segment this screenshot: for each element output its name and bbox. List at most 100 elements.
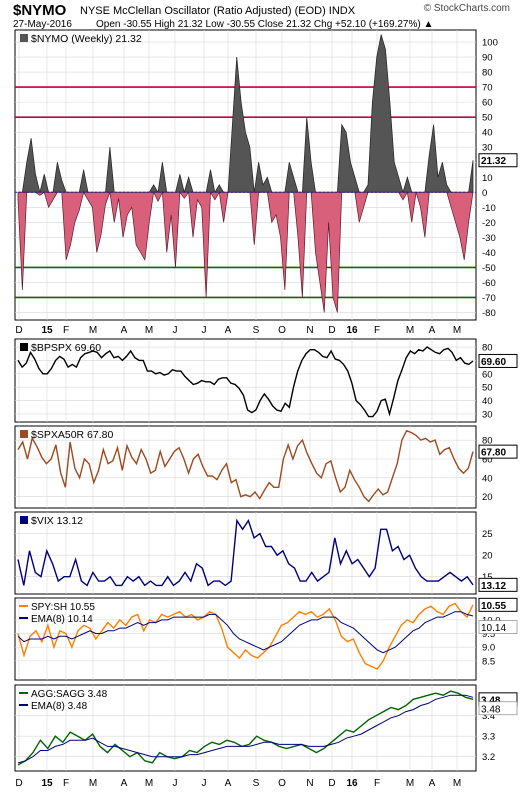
x-tick-label: M	[145, 325, 153, 336]
y-tick-label: 60	[482, 454, 493, 465]
x-tick-label: O	[278, 325, 286, 336]
y-tick-label: 20	[482, 551, 493, 562]
y-tick-label: 9.0	[482, 643, 495, 654]
x-tick-label: O	[278, 778, 286, 789]
x-tick-label: M	[406, 778, 414, 789]
x-tick-label: J	[173, 778, 178, 789]
y-tick-label: 30	[482, 409, 493, 420]
x-tick-label: D	[15, 778, 22, 789]
x-tick-label: 15	[41, 778, 53, 789]
quote-summary: Open -30.55 High 21.32 Low -30.55 Close …	[96, 19, 434, 30]
last-value-label: 21.32	[481, 156, 506, 167]
quote-date: 27-May-2016	[13, 19, 72, 30]
last-value-box	[478, 701, 518, 716]
legend-label: SPY:SH 10.55	[31, 602, 95, 613]
y-tick-label: 3.4	[482, 711, 495, 722]
y-tick-label: 25	[482, 529, 493, 540]
series-line	[17, 690, 474, 766]
y-tick-label: 40	[482, 396, 493, 407]
legend-label: EMA(8) 10.14	[31, 614, 93, 625]
x-tick-label: M	[406, 325, 414, 336]
x-tick-label: N	[306, 325, 313, 336]
x-tick-label: A	[121, 325, 128, 336]
y-tick-label: 40	[482, 128, 493, 139]
y-tick-label: -50	[482, 263, 496, 274]
x-tick-label: A	[429, 778, 436, 789]
y-tick-label: 70	[482, 83, 493, 94]
x-tick-label: F	[374, 325, 380, 336]
x-tick-label: A	[121, 778, 128, 789]
last-value-label: 67.80	[481, 448, 506, 459]
y-tick-label: 80	[482, 343, 493, 354]
x-tick-label: M	[89, 325, 97, 336]
legend-label: $VIX 13.12	[31, 515, 83, 527]
legend-swatch	[20, 343, 28, 351]
panel-frame	[14, 597, 477, 681]
x-tick-label: D	[328, 778, 335, 789]
y-tick-label: 60	[482, 369, 493, 380]
x-tick-label: F	[374, 778, 380, 789]
x-tick-label: M	[453, 778, 461, 789]
y-tick-label: 9.5	[482, 629, 495, 640]
legend-label: AGG:SAGG 3.48	[31, 689, 108, 700]
x-tick-label: 15	[41, 325, 53, 336]
x-tick-label: M	[89, 778, 97, 789]
oscillator-negative-area	[17, 190, 474, 313]
x-tick-label: J	[173, 325, 178, 336]
stockcharts-logo: © StockCharts.com	[423, 3, 510, 14]
x-tick-label: A	[429, 325, 436, 336]
panel-frame	[14, 338, 477, 423]
y-tick-label: 60	[482, 98, 493, 109]
y-tick-label: -60	[482, 278, 496, 289]
y-tick-label: 3.3	[482, 732, 495, 743]
last-value-box	[478, 597, 518, 612]
y-tick-label: -10	[482, 203, 496, 214]
chart-header: $NYMO NYSE McClellan Oscillator (Ratio A…	[0, 0, 520, 36]
x-tick-label: D	[15, 325, 22, 336]
last-value-label: 13.12	[481, 581, 506, 592]
last-value-box	[478, 353, 518, 368]
x-tick-label: 16	[346, 778, 358, 789]
y-tick-label: 30	[482, 143, 493, 154]
symbol-description: NYSE McClellan Oscillator (Ratio Adjuste…	[80, 5, 356, 17]
x-tick-label: M	[453, 325, 461, 336]
y-tick-label: 80	[482, 436, 493, 447]
legend-label: $SPXA50R 67.80	[31, 429, 113, 441]
y-tick-label: 15	[482, 572, 493, 583]
x-tick-label: D	[328, 325, 335, 336]
last-value-box	[478, 153, 518, 168]
y-tick-label: -40	[482, 248, 496, 259]
x-tick-label: A	[225, 778, 232, 789]
last-value-box	[478, 444, 518, 459]
x-tick-label: A	[225, 325, 232, 336]
series-line	[17, 518, 474, 587]
legend-swatch	[20, 430, 28, 438]
y-tick-label: 3.2	[482, 752, 495, 763]
legend-swatch	[20, 516, 28, 524]
legend-swatch	[20, 34, 28, 42]
y-tick-label: 100	[482, 38, 498, 49]
symbol-title: $NYMO	[13, 2, 67, 19]
series-line	[17, 611, 474, 654]
y-tick-label: 8.5	[482, 656, 495, 667]
x-tick-label: J	[202, 778, 207, 789]
y-tick-label: -70	[482, 293, 496, 304]
y-tick-label: -80	[482, 308, 496, 319]
y-tick-label: -30	[482, 233, 496, 244]
x-tick-label: N	[306, 778, 313, 789]
y-tick-label: 20	[482, 492, 493, 503]
series-line	[17, 694, 474, 764]
y-tick-label: 40	[482, 473, 493, 484]
last-value-box	[478, 577, 518, 592]
last-value-box	[478, 620, 518, 634]
y-tick-label: 50	[482, 383, 493, 394]
series-line	[17, 602, 474, 670]
x-tick-label: M	[145, 778, 153, 789]
x-tick-label: J	[202, 325, 207, 336]
x-tick-label: S	[253, 325, 260, 336]
series-line	[17, 346, 474, 418]
last-value-label: 3.48	[481, 695, 501, 706]
series-line	[17, 429, 474, 503]
y-tick-label: 10	[482, 173, 493, 184]
